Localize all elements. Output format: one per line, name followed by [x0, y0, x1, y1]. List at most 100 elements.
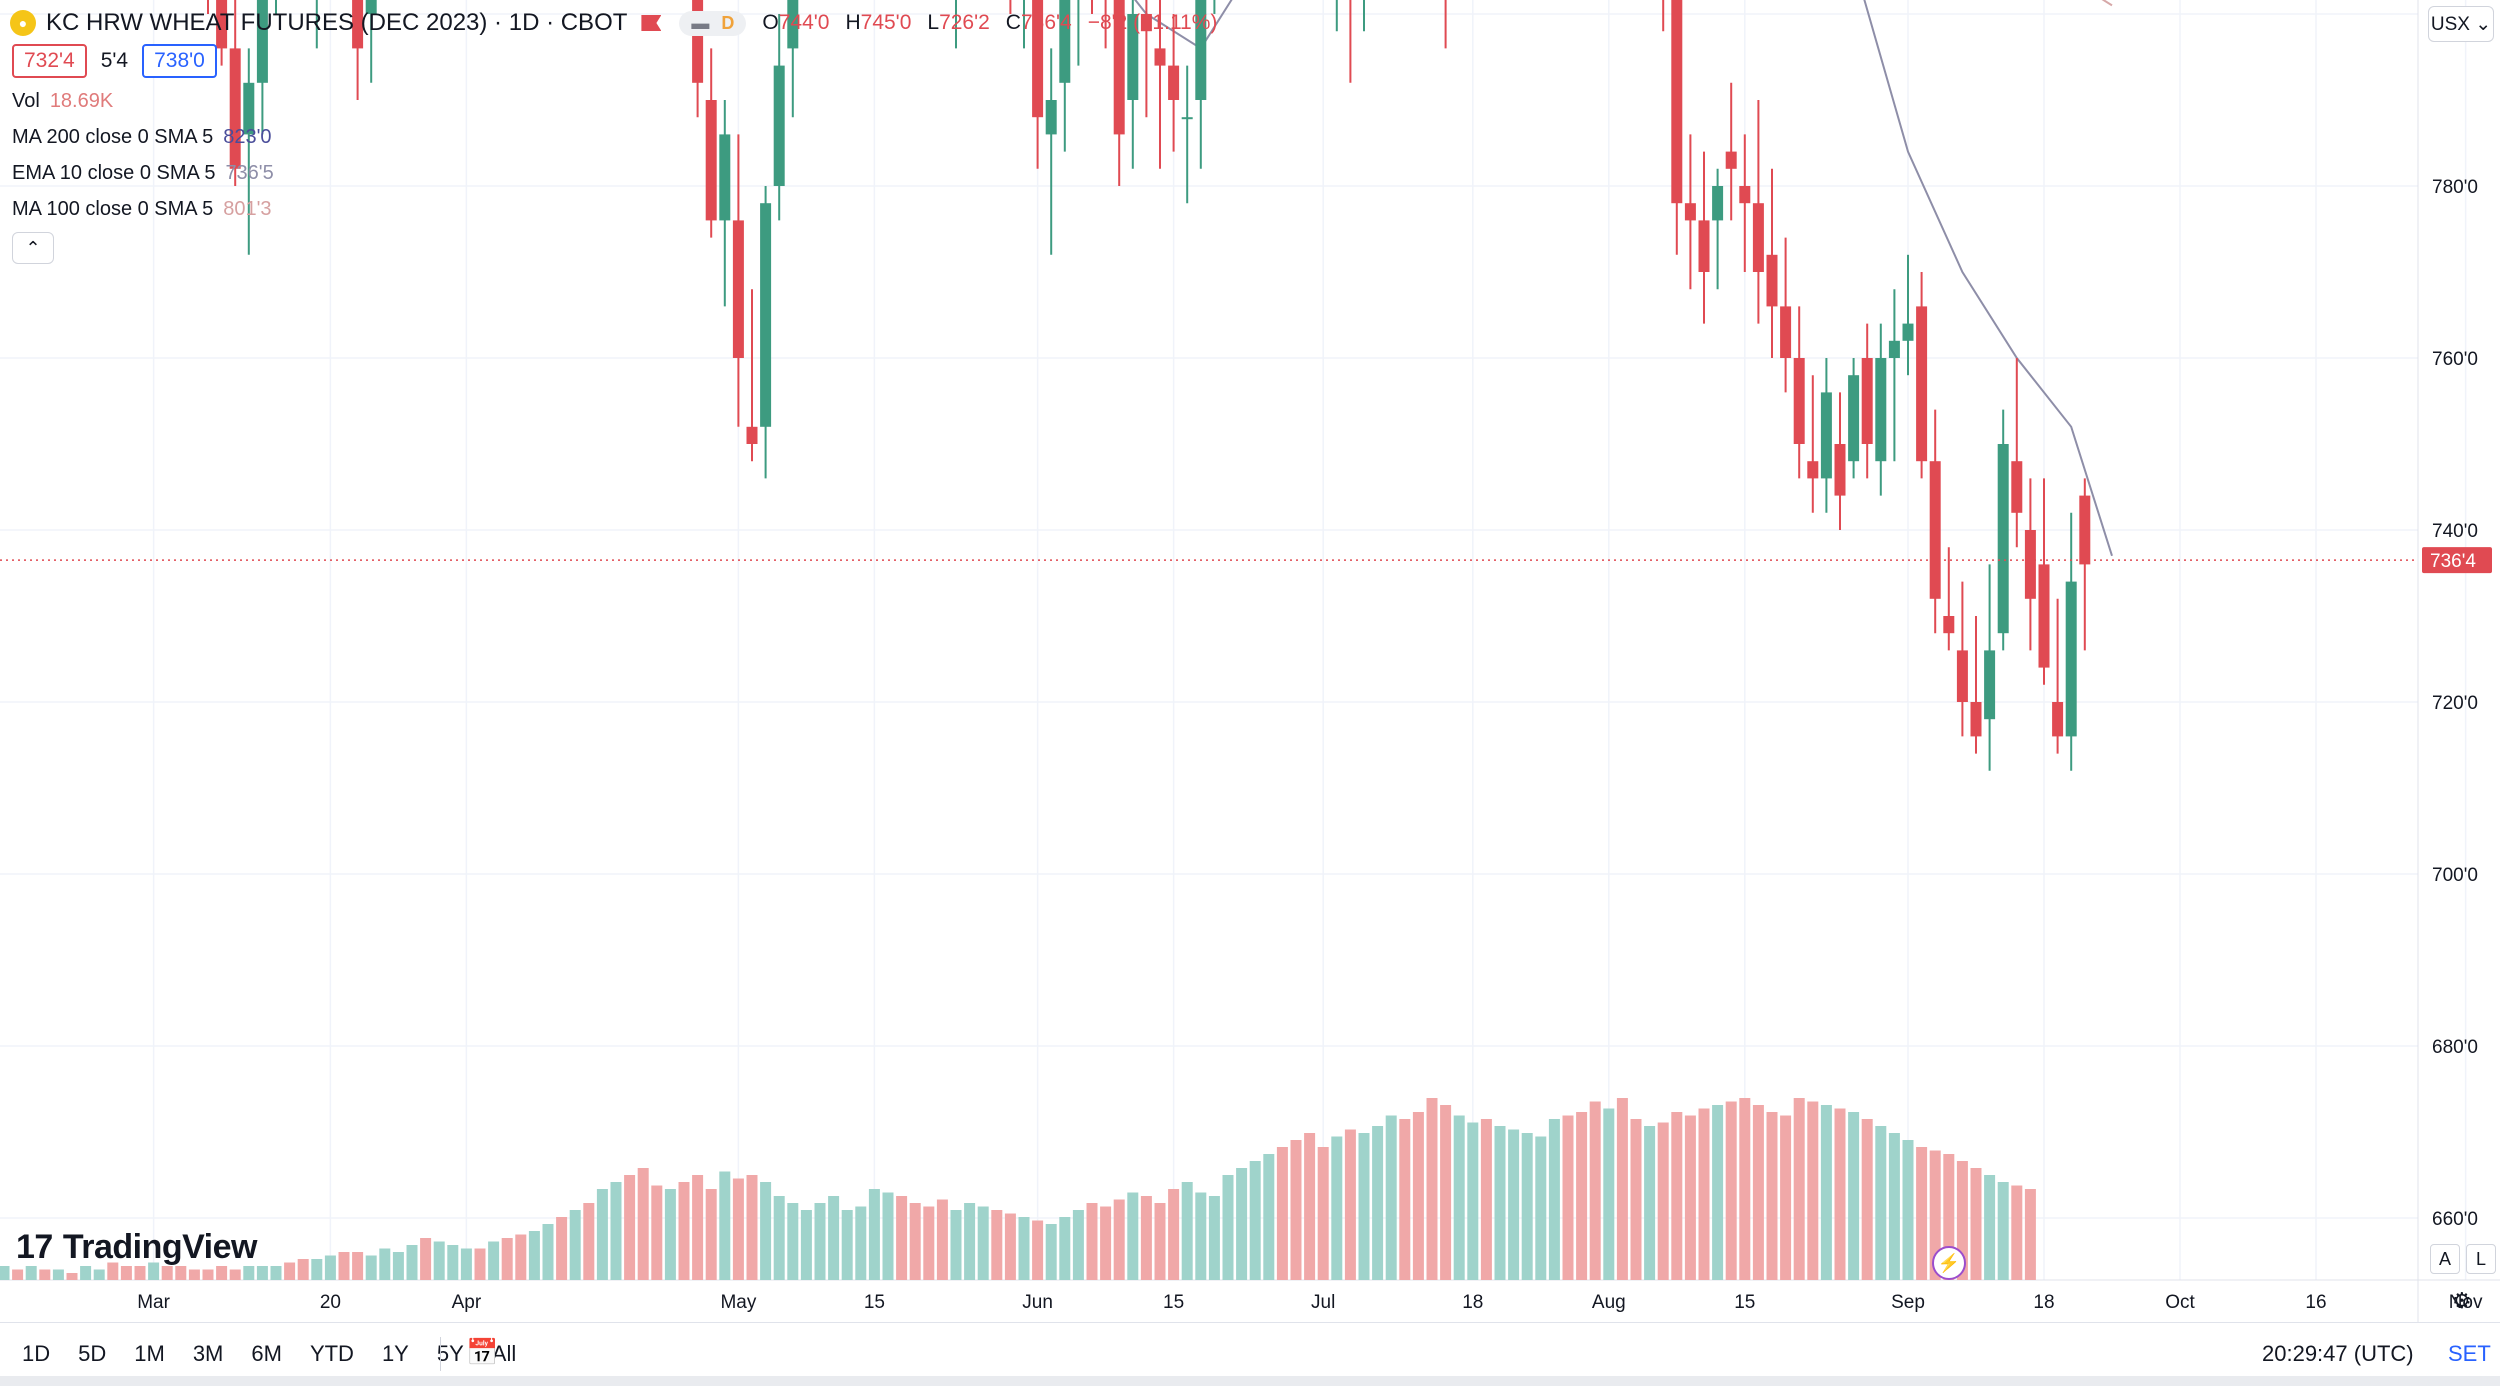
x-tick-label: Jul [1311, 1292, 1335, 1313]
volume-bar [284, 1262, 296, 1280]
ma200-legend[interactable]: MA 200 close 0 SMA 5 823'0 [12, 126, 272, 148]
candle-body [1140, 14, 1152, 32]
volume-bar [1739, 1098, 1751, 1280]
auto-scale-button[interactable]: A [2430, 1244, 2460, 1274]
volume-bar [1276, 1147, 1288, 1280]
candle-body [2079, 495, 2091, 565]
candle-body [1888, 340, 1900, 358]
volume-bar [1929, 1150, 1941, 1280]
range-button-3m[interactable]: 3M [192, 1341, 224, 1366]
volume-bar [2024, 1189, 2036, 1280]
volume-legend[interactable]: Vol 18.69K [12, 90, 114, 112]
volume-bar [1752, 1105, 1764, 1280]
volume-bar [1222, 1175, 1234, 1280]
sell-price-button[interactable]: 732'4 [12, 44, 87, 78]
range-button-6m[interactable]: 6M [251, 1341, 282, 1366]
flag-icon[interactable] [641, 15, 662, 31]
volume-bar [1154, 1203, 1166, 1280]
volume-bar [896, 1196, 908, 1280]
x-tick-label: 20 [320, 1292, 341, 1313]
volume-bar [188, 1269, 200, 1280]
collapse-legend-button[interactable]: ⌃ [12, 232, 54, 264]
candle-body [1752, 203, 1764, 272]
x-tick-label: Nov [2449, 1292, 2483, 1313]
volume-bar [433, 1241, 445, 1280]
goto-date-icon[interactable]: 📅 [466, 1337, 499, 1367]
volume-bar [1317, 1147, 1329, 1280]
y-tick-label: 700'0 [2432, 865, 2478, 886]
volume-bar [1521, 1133, 1533, 1280]
candle-body [1671, 0, 1683, 204]
candle-body [2024, 530, 2036, 599]
range-button-5d[interactable]: 5D [78, 1341, 107, 1366]
ema10-legend[interactable]: EMA 10 close 0 SMA 5 736'5 [12, 162, 274, 184]
clock-time[interactable]: 20:29:47 (UTC) [2262, 1341, 2414, 1366]
volume-bar [1344, 1129, 1356, 1280]
volume-bar [814, 1203, 826, 1280]
y-tick-label: 720'0 [2432, 693, 2478, 714]
range-button-5y[interactable]: 5Y [436, 1341, 464, 1366]
volume-bar [760, 1182, 772, 1280]
volume-bar [1956, 1161, 1968, 1280]
candle-body [1127, 14, 1139, 100]
volume-bar [1100, 1206, 1112, 1280]
volume-bar [39, 1269, 51, 1280]
candle-body [1916, 306, 1928, 462]
volume-bar [1630, 1119, 1642, 1280]
volume-bar [1848, 1112, 1860, 1280]
volume-bar [488, 1241, 500, 1280]
volume-bar [556, 1217, 568, 1280]
volume-bar [270, 1266, 282, 1280]
x-tick-label: Mar [137, 1292, 170, 1313]
range-button-1m[interactable]: 1M [134, 1341, 165, 1366]
symbol-title[interactable]: KC HRW WHEAT FUTURES (DEC 2023) · 1D · C… [46, 9, 628, 36]
volume-bar [828, 1196, 840, 1280]
volume-bar [379, 1248, 391, 1280]
ohlc-open: O744'0 [762, 11, 830, 34]
y-tick-label: 760'0 [2432, 349, 2478, 370]
volume-bar [1018, 1217, 1030, 1280]
buy-price-button[interactable]: 738'0 [142, 44, 217, 78]
range-button-1y[interactable]: 1Y [381, 1341, 409, 1366]
volume-bar [1916, 1147, 1928, 1280]
candle-body [1168, 65, 1180, 100]
x-tick-label: 16 [2305, 1292, 2326, 1313]
visibility-pill[interactable]: ▬ D [679, 10, 747, 36]
candle-body [256, 0, 268, 83]
volume-bar [1671, 1112, 1683, 1280]
volume-bar [52, 1269, 64, 1280]
volume-bar [1684, 1115, 1696, 1280]
range-button-ytd[interactable]: YTD [309, 1341, 354, 1366]
volume-bar [420, 1238, 432, 1280]
volume-bar [1045, 1224, 1057, 1280]
volume-bar [977, 1206, 989, 1280]
settings-gear-icon[interactable]: ⚙ [2452, 1288, 2472, 1313]
lightning-icon[interactable]: ⚡ [1932, 1246, 1966, 1280]
range-button-all[interactable]: All [491, 1341, 517, 1366]
candle-body [692, 0, 704, 83]
volume-bar [1168, 1189, 1180, 1280]
volume-bar [1834, 1108, 1846, 1280]
volume-bar [1780, 1115, 1792, 1280]
timeframe-label: D [721, 12, 735, 33]
range-button-1d[interactable]: 1D [22, 1341, 51, 1366]
volume-bar [624, 1175, 636, 1280]
session-set-button[interactable]: SET [2448, 1341, 2491, 1366]
volume-bar [1440, 1105, 1452, 1280]
volume-bar [1140, 1196, 1152, 1280]
candle-body [2052, 702, 2064, 737]
volume-bar [664, 1189, 676, 1280]
volume-bar [732, 1178, 744, 1280]
ma100-legend[interactable]: MA 100 close 0 SMA 5 801'3 [12, 198, 272, 220]
volume-bar [1412, 1112, 1424, 1280]
log-scale-button[interactable]: L [2466, 1244, 2496, 1274]
volume-bar [1616, 1098, 1628, 1280]
candle-body [1956, 650, 1968, 702]
y-tick-label: 780'0 [2432, 177, 2478, 198]
candle-body [732, 220, 744, 358]
volume-bar [460, 1248, 472, 1280]
volume-bar [1644, 1126, 1656, 1280]
tradingview-logo[interactable]: 17 TradingView [16, 1228, 257, 1267]
currency-select[interactable]: USX ⌄ [2428, 6, 2494, 42]
